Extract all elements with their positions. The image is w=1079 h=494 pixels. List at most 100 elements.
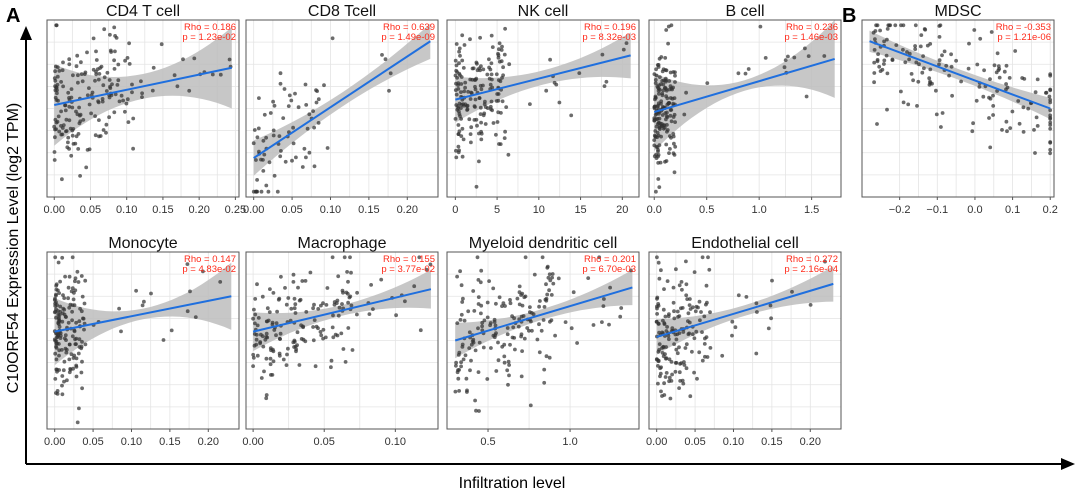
data-point <box>497 59 502 64</box>
data-point <box>654 67 658 72</box>
data-point <box>755 310 759 314</box>
data-point <box>490 85 495 90</box>
rho-annotation: Rho = 0.201 <box>584 254 636 265</box>
data-point <box>275 309 279 314</box>
data-point <box>921 54 925 58</box>
data-point <box>673 369 678 374</box>
data-point <box>73 279 77 284</box>
data-point <box>149 291 153 296</box>
data-point <box>150 88 155 93</box>
data-point <box>55 91 59 96</box>
data-point <box>586 276 591 280</box>
data-point <box>911 78 915 83</box>
data-point <box>74 64 79 69</box>
data-point <box>457 389 461 393</box>
x-axis-title: Infiltration level <box>459 475 566 492</box>
data-point <box>730 333 734 338</box>
data-point <box>107 78 112 82</box>
data-point <box>575 341 579 345</box>
data-point <box>1000 127 1004 132</box>
data-point <box>542 367 547 372</box>
data-point <box>763 56 768 60</box>
data-point <box>668 396 673 401</box>
panel-border <box>46 19 240 198</box>
data-point <box>671 101 675 106</box>
data-point <box>782 65 787 70</box>
data-point <box>545 292 550 297</box>
data-point <box>75 269 80 274</box>
data-point <box>954 58 958 63</box>
p-value-annotation: p = 8.32e-03 <box>582 32 636 43</box>
data-point <box>67 147 71 151</box>
x-tick-label: 0.05 <box>684 436 705 448</box>
data-point <box>330 255 335 260</box>
data-point <box>466 309 471 314</box>
data-point <box>295 330 300 335</box>
data-point <box>100 99 105 104</box>
data-point <box>472 309 477 313</box>
data-point <box>76 351 81 356</box>
data-point <box>704 335 709 339</box>
data-point <box>708 310 712 315</box>
data-point <box>658 75 662 79</box>
x-tick-label: 0.10 <box>116 204 137 216</box>
data-point <box>56 332 61 337</box>
data-point <box>487 65 491 70</box>
data-point <box>66 135 71 140</box>
data-point <box>64 117 69 122</box>
data-point <box>112 58 116 63</box>
data-point <box>489 107 493 111</box>
data-point <box>62 359 67 364</box>
panel-border <box>245 19 439 198</box>
data-point <box>949 52 953 57</box>
data-point <box>500 44 504 49</box>
data-point <box>519 374 524 379</box>
data-point <box>528 403 533 408</box>
data-point <box>113 49 117 54</box>
data-point <box>659 134 663 139</box>
data-point <box>704 283 709 288</box>
data-point <box>477 159 481 164</box>
data-point <box>459 360 463 365</box>
data-point <box>286 104 291 108</box>
data-point <box>187 88 192 93</box>
data-point <box>339 331 344 336</box>
data-point <box>662 381 666 386</box>
data-point <box>975 62 980 67</box>
data-point <box>316 121 321 125</box>
data-point <box>296 105 301 110</box>
data-point <box>304 310 309 314</box>
x-tick-label: 0.00 <box>44 204 65 216</box>
data-point <box>261 169 266 173</box>
data-point <box>495 92 500 96</box>
data-point <box>57 342 61 346</box>
data-point <box>494 369 499 373</box>
data-point <box>618 314 623 319</box>
data-point <box>692 370 696 375</box>
x-tick-label: 1.0 <box>752 204 767 216</box>
data-point <box>885 27 890 31</box>
data-point <box>169 328 174 333</box>
data-point <box>477 340 482 345</box>
data-point <box>930 81 934 86</box>
data-point <box>461 103 466 108</box>
data-point <box>57 69 62 73</box>
data-point <box>544 282 548 287</box>
data-point <box>885 71 890 76</box>
data-point <box>67 370 72 375</box>
data-point <box>494 132 498 137</box>
regression-line <box>653 57 835 113</box>
data-point <box>608 285 612 290</box>
data-point <box>684 259 688 264</box>
data-point <box>274 321 279 326</box>
data-point <box>652 154 657 159</box>
data-point <box>259 376 264 380</box>
data-point <box>457 101 462 106</box>
data-point <box>54 98 59 102</box>
data-point <box>329 358 334 363</box>
x-axis-arrow <box>1061 458 1075 470</box>
data-point <box>923 27 928 32</box>
data-point <box>528 102 532 106</box>
data-point <box>541 318 546 322</box>
